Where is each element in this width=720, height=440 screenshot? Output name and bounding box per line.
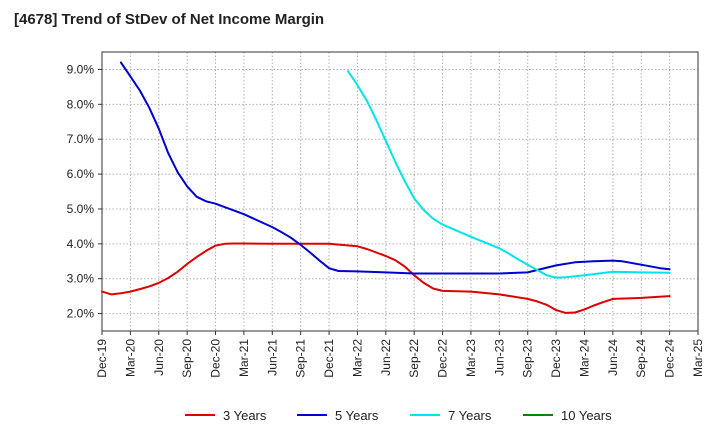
- x-tick-label: Mar-23: [464, 339, 478, 377]
- x-tick-label: Sep-24: [634, 339, 648, 378]
- x-tick-label: Mar-21: [237, 339, 251, 377]
- x-tick-label: Jun-24: [606, 339, 620, 376]
- x-tick-label: Dec-21: [322, 339, 336, 378]
- plot-frame: [101, 51, 699, 332]
- x-tick-label: Sep-22: [407, 339, 421, 378]
- legend-label: 5 Years: [335, 408, 379, 423]
- x-tick-label: Dec-22: [436, 339, 450, 378]
- x-tick-label: Dec-23: [549, 339, 563, 378]
- x-tick-label: Dec-24: [663, 339, 677, 378]
- legend-label: 10 Years: [561, 408, 612, 423]
- x-tick-label: Jun-20: [152, 339, 166, 376]
- legend-label: 7 Years: [448, 408, 492, 423]
- series-line-7-years: [347, 70, 671, 279]
- y-tick-label: 2.0%: [67, 307, 95, 321]
- x-tick-label: Jun-21: [265, 339, 279, 376]
- x-tick-label: Mar-20: [123, 339, 137, 377]
- x-tick-label: Jun-22: [379, 339, 393, 376]
- y-tick-label: 7.0%: [67, 132, 95, 146]
- legend-label: 3 Years: [223, 408, 267, 423]
- x-tick-label: Mar-24: [577, 339, 591, 377]
- x-tick-label: Sep-23: [521, 339, 535, 378]
- x-tick-label: Dec-20: [209, 339, 223, 378]
- y-tick-label: 4.0%: [67, 237, 95, 251]
- x-tick-label: Sep-20: [180, 339, 194, 378]
- series-line-3-years: [101, 242, 671, 314]
- x-tick-label: Mar-25: [691, 339, 705, 377]
- x-tick-label: Jun-23: [492, 339, 506, 376]
- y-tick-label: 8.0%: [67, 97, 95, 111]
- series-line-5-years: [119, 61, 671, 275]
- x-tick-label: Sep-21: [294, 339, 308, 378]
- y-tick-label: 3.0%: [67, 272, 95, 286]
- chart-title: [4678] Trend of StDev of Net Income Marg…: [14, 11, 325, 28]
- x-tick-label: Dec-19: [95, 339, 109, 378]
- y-tick-label: 5.0%: [67, 202, 95, 216]
- y-tick-label: 9.0%: [67, 62, 95, 76]
- x-tick-label: Mar-22: [350, 339, 364, 377]
- y-tick-label: 6.0%: [67, 167, 95, 181]
